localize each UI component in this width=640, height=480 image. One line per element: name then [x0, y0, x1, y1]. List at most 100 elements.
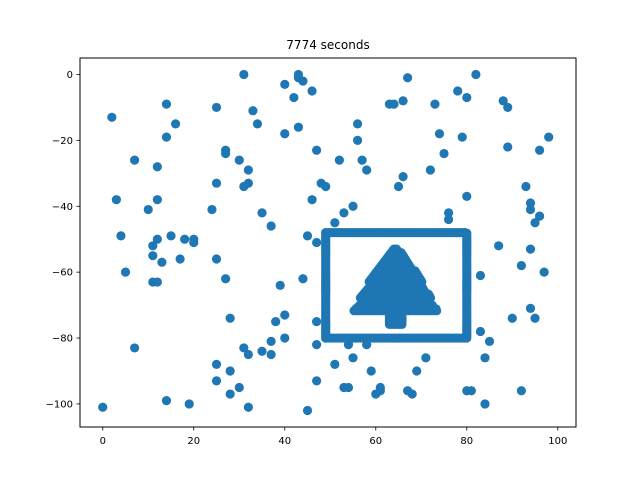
scatter-point: [330, 218, 340, 228]
y-axis-ticks: 0 −20 −40 −60 −80 −100: [46, 70, 80, 410]
scatter-point: [312, 316, 322, 327]
x-tick-label: 100: [548, 436, 567, 447]
scatter-point: [475, 270, 486, 281]
scatter-point: [148, 241, 158, 251]
scatter-point: [475, 326, 486, 337]
x-tick-label: 80: [460, 436, 473, 447]
scatter-point: [170, 119, 181, 129]
scatter-point: [239, 69, 249, 80]
scatter-point: [130, 343, 140, 353]
scatter-point: [430, 99, 440, 109]
scatter-point: [293, 122, 304, 132]
scatter-point: [480, 353, 490, 363]
scatter-point: [516, 386, 526, 396]
scatter-point: [535, 145, 545, 155]
scatter-point: [321, 181, 331, 192]
scatter-point: [161, 396, 172, 406]
scatter-point: [539, 267, 549, 277]
tree-point: [432, 306, 442, 316]
scatter-point: [234, 155, 244, 165]
scatter-point: [525, 244, 536, 254]
scatter-point: [339, 208, 349, 218]
scatter-point: [152, 277, 162, 287]
scatter-point: [480, 399, 490, 409]
scatter-point: [462, 191, 472, 201]
scatter-point: [257, 208, 267, 218]
y-tick-label: 0: [67, 70, 73, 81]
scatter-point: [184, 399, 194, 409]
scatter-point: [120, 267, 131, 277]
scatter-point: [530, 218, 540, 228]
scatter-point: [266, 336, 276, 346]
scatter-point: [530, 313, 540, 323]
scatter-point: [471, 69, 481, 80]
scatter-point: [252, 119, 263, 129]
scatter-point: [494, 241, 504, 251]
scatter-point: [503, 102, 513, 113]
scatter-point: [334, 155, 344, 165]
scatter-point: [243, 165, 253, 175]
scatter-point: [148, 251, 158, 261]
scatter-point: [439, 148, 449, 159]
scatter-point: [352, 135, 363, 145]
scatter-point: [211, 102, 222, 113]
plot-area-frame: [79, 57, 577, 428]
scatter-point: [535, 211, 545, 221]
scatter-point: [307, 195, 317, 205]
chart-title: 7774 seconds: [286, 38, 369, 52]
scatter-point: [516, 260, 526, 271]
scatter-point: [312, 340, 322, 350]
scatter-point: [421, 353, 431, 363]
scatter-point: [412, 366, 422, 376]
x-axis-ticks: 0 20 40 60 80 100: [100, 427, 567, 447]
scatter-point: [525, 204, 536, 215]
scatter-point: [398, 172, 408, 182]
scatter-point: [503, 142, 513, 152]
scatter-point: [211, 359, 222, 369]
scatter-point: [312, 145, 322, 155]
scatter-point: [166, 231, 176, 241]
scatter-point: [225, 313, 235, 323]
scatter-point: [257, 346, 267, 356]
y-tick-label: −60: [52, 268, 73, 279]
scatter-point: [525, 198, 536, 208]
scatter-point: [298, 76, 308, 86]
scatter-point: [393, 181, 404, 192]
scatter-point: [221, 148, 231, 159]
scatter-point: [462, 92, 472, 103]
scatter-point: [302, 405, 313, 416]
scatter-point: [312, 376, 322, 386]
scatter-point: [521, 181, 531, 192]
scatter-point: [362, 165, 372, 175]
scatter-point: [211, 254, 222, 264]
scatter-point: [389, 99, 399, 109]
scatter-point: [498, 96, 508, 106]
scatter-point: [525, 303, 536, 313]
scatter-point: [403, 73, 413, 83]
y-tick-label: −80: [52, 334, 73, 345]
scatter-point: [211, 178, 222, 188]
scatter-point: [330, 359, 340, 369]
scatter-point: [161, 132, 172, 142]
scatter-point: [343, 382, 354, 393]
scatter-point: [348, 353, 358, 363]
scatter-point: [466, 386, 476, 396]
scatter-point: [357, 155, 367, 165]
scatter-point: [157, 257, 167, 267]
scatter-point: [289, 92, 299, 103]
scatter-point: [152, 234, 162, 244]
scatter-point: [152, 162, 162, 172]
scatter-point: [130, 155, 140, 165]
scatter-point: [180, 234, 190, 244]
scatter-point: [175, 254, 185, 264]
scatter-point: [248, 106, 258, 116]
scatter-point: [275, 280, 285, 290]
scatter-point: [98, 402, 108, 412]
scatter-point: [239, 343, 249, 353]
scatter-point: [143, 204, 153, 215]
scatter-point: [280, 310, 290, 320]
scatter-point: [307, 86, 317, 96]
scatter-point: [352, 119, 363, 129]
scatter-point: [375, 386, 385, 396]
scatter-point: [225, 366, 235, 376]
